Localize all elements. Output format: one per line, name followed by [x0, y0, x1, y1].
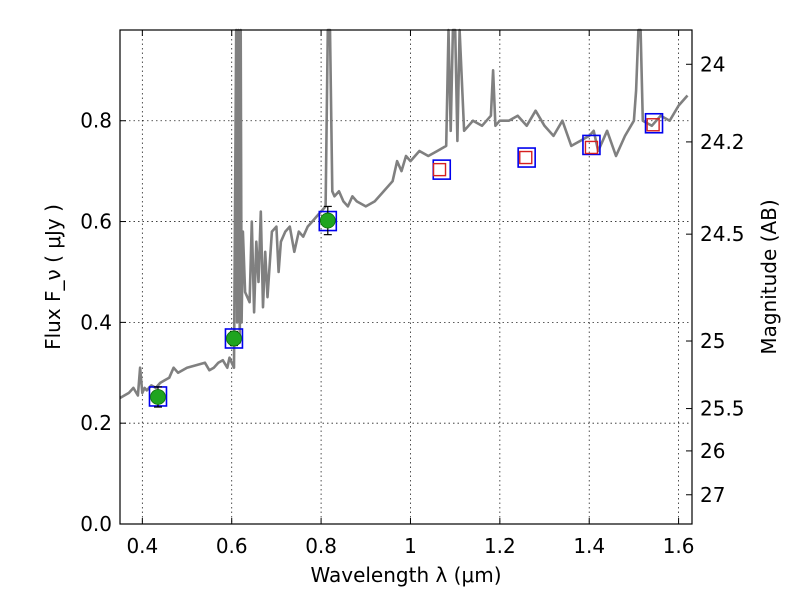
observed-point [226, 330, 242, 347]
x-tick-label: 1.2 [484, 534, 516, 558]
observed-point [150, 389, 166, 405]
x-tick-label: 1.6 [663, 534, 695, 558]
right-axis-label: Magnitude (AB) [757, 199, 781, 354]
observed-point [319, 212, 336, 229]
nir-point [432, 162, 447, 177]
y-tick-label: 0.2 [80, 411, 112, 435]
marker-layer [148, 112, 664, 408]
right-tick-label: 26 [700, 439, 725, 463]
y-tick-label: 0.8 [80, 109, 112, 133]
y-axis-label: Flux F_ν ( μJy ) [41, 204, 65, 350]
model-point [517, 147, 536, 168]
model-point [582, 134, 601, 156]
nir-point [519, 150, 533, 165]
model-point [224, 328, 244, 349]
x-tick-label: 1.4 [573, 534, 605, 558]
right-tick-label: 25.5 [700, 397, 745, 421]
x-tick-label: 0.8 [305, 534, 337, 558]
y-tick-label: 0.6 [80, 210, 112, 234]
x-tick-label: 1 [404, 534, 417, 558]
y-tick-label: 0.0 [80, 512, 112, 536]
right-tick-label: 24.5 [700, 222, 745, 246]
grid-layer [120, 30, 692, 525]
plot-frame [119, 29, 693, 525]
model-point [644, 112, 664, 134]
right-tick-label: 24.2 [700, 130, 745, 154]
x-tick-label: 0.4 [126, 534, 158, 558]
right-tick-label: 24 [700, 52, 725, 76]
spectrum-line [119, 28, 689, 400]
right-tick-label: 27 [700, 483, 725, 507]
right-tick-label: 25 [700, 329, 725, 353]
spectrum-layer [119, 28, 689, 400]
tick-layer: 0.4 0.6 0.8 1 1.2 1.4 1.6 0.0 0.2 0.4 0.6 0.8 24 24.2… [80, 30, 745, 558]
nir-point [646, 118, 660, 132]
nir-point [584, 140, 599, 155]
x-axis-label: Wavelength λ (μm) [310, 563, 501, 587]
y-tick-label: 0.4 [80, 310, 112, 334]
x-tick-label: 0.6 [216, 534, 248, 558]
